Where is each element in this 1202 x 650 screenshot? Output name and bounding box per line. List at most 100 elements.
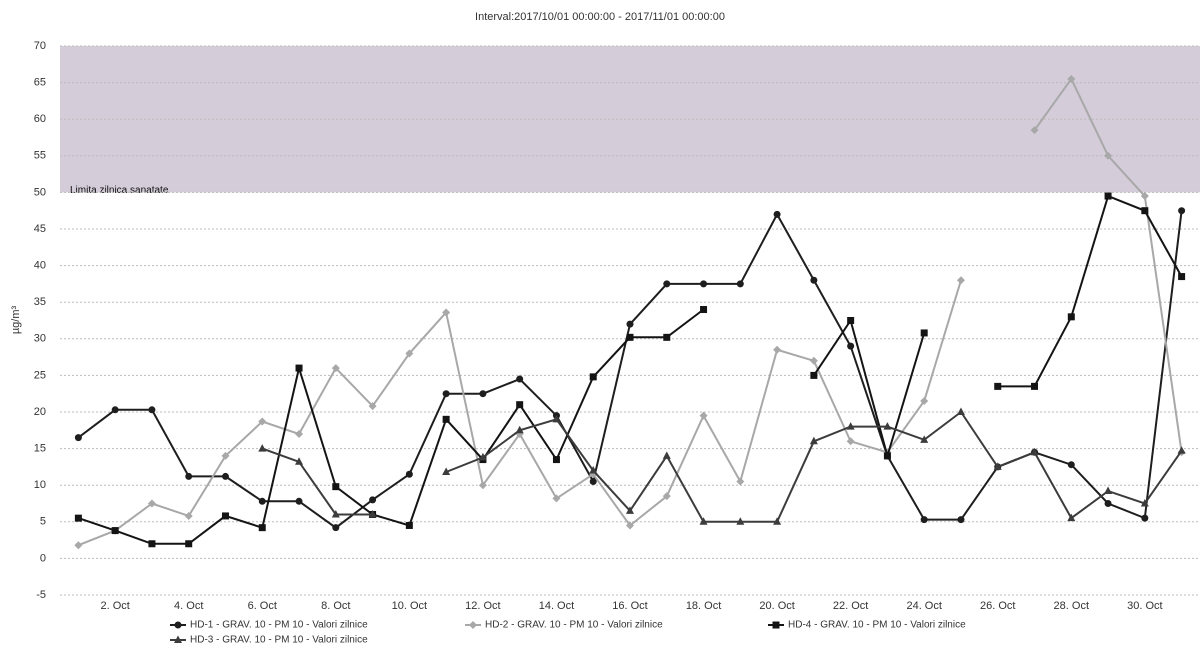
point [809,436,818,445]
x-tick-label: 14. Oct [539,600,574,612]
y-tick-label: 50 [34,186,46,198]
point [442,390,450,398]
legend-label: HD-4 - GRAV. 10 - PM 10 - Valori zilnice [788,620,966,631]
series [258,407,1186,525]
y-tick-label: 65 [34,77,46,89]
y-tick-label: 40 [34,260,46,272]
point [847,317,855,324]
point [552,414,561,423]
x-tick-label: 20. Oct [759,600,794,612]
point [662,492,671,501]
point [1177,446,1186,454]
point [699,517,708,525]
point [809,356,818,365]
point [331,364,340,373]
point [883,452,891,460]
point [516,401,524,409]
point [258,417,267,426]
y-tick-label: 70 [34,40,46,52]
point [920,435,929,443]
y-axis-label: µg/m³ [10,305,22,334]
y-tick-label: 10 [34,479,46,491]
point [1104,500,1112,507]
point [405,349,414,358]
point [920,397,929,406]
point [1104,151,1113,160]
point [994,382,1002,390]
point [920,329,928,337]
y-tick-label: 55 [34,150,46,162]
point [920,516,928,524]
point [1140,192,1149,201]
point [295,497,303,505]
point [626,521,634,530]
point [773,210,781,218]
point [1141,207,1149,215]
point [589,373,597,381]
x-tick-label: 4. Oct [174,600,203,612]
point [846,422,855,430]
x-tick-label: 16. Oct [612,600,647,612]
point [772,621,780,629]
y-tick-label: 35 [34,296,46,308]
point [1067,513,1076,522]
point [700,306,708,314]
point [626,333,634,341]
point [1141,514,1149,522]
point [221,472,229,480]
point [773,517,782,525]
x-tick-label: 8. Oct [321,600,350,612]
point [1178,273,1186,281]
legend-item: HD-3 - GRAV. 10 - PM 10 - Valori zilnice [170,635,368,646]
point [773,345,782,354]
legend-item: HD-1 - GRAV. 10 - PM 10 - Valori zilnice [170,620,368,631]
point [148,540,156,548]
point [331,509,340,518]
y-tick-label: 30 [34,333,46,345]
point [221,512,229,520]
point [469,621,477,629]
point [1104,192,1112,200]
y-tick-label: 45 [34,223,46,235]
x-tick-label: 26. Oct [980,600,1015,612]
series-line [77,210,1183,529]
point [295,457,304,465]
legend-label: HD-3 - GRAV. 10 - PM 10 - Valori zilnice [190,635,368,646]
point [993,462,1002,470]
chart-title: Interval:2017/10/01 00:00:00 - 2017/11/0… [475,11,725,23]
point [258,497,266,505]
point [626,320,634,328]
point [442,415,450,423]
legend-label: HD-1 - GRAV. 10 - PM 10 - Valori zilnice [190,620,368,631]
point [699,411,708,420]
y-tick-label: 60 [34,113,46,125]
point [736,477,745,486]
x-tick-label: 22. Oct [833,600,868,612]
point [1067,74,1076,83]
y-tick-label: 0 [40,552,46,564]
point [368,402,377,411]
point [368,509,377,518]
x-tick-label: 6. Oct [248,600,277,612]
x-tick-label: 10. Oct [392,600,427,612]
x-tick-label: 28. Oct [1054,600,1089,612]
point [405,521,413,529]
point [700,280,708,288]
series-line [261,410,1183,523]
series [74,74,1186,550]
point [736,517,745,525]
point [626,506,634,514]
plot-band-label: Limita zilnica sanatate [70,185,169,196]
point [185,472,193,480]
point [111,406,119,414]
x-tick-label: 2. Oct [100,600,129,612]
point [369,496,377,504]
point [442,467,451,476]
point [258,524,266,532]
point [332,483,340,491]
point [957,516,965,524]
y-tick-label: 15 [34,443,46,455]
point [478,481,487,490]
point [221,451,230,460]
legend-item: HD-4 - GRAV. 10 - PM 10 - Valori zilnice [768,620,966,631]
